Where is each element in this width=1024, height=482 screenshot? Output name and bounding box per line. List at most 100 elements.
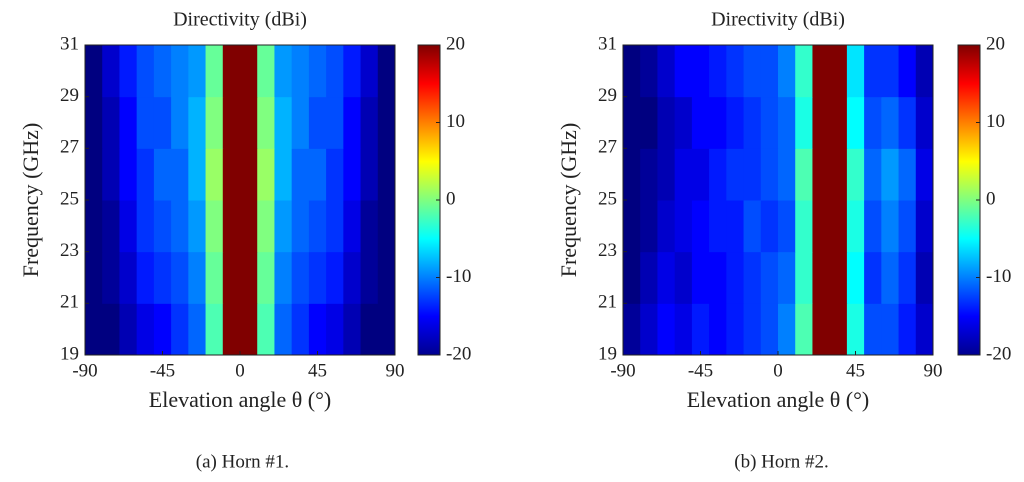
heat-cell bbox=[846, 251, 865, 304]
heat-cell bbox=[657, 251, 676, 304]
heat-cell bbox=[657, 45, 676, 98]
heat-cell bbox=[778, 45, 796, 98]
heat-cell bbox=[308, 303, 327, 356]
x-axis-label: Elevation angle θ (°) bbox=[149, 387, 331, 412]
x-tick-label: 90 bbox=[386, 360, 405, 381]
heat-cell bbox=[291, 148, 310, 201]
colorbar-tick-label: 10 bbox=[986, 111, 1005, 132]
heat-cell bbox=[360, 303, 379, 356]
heat-cell bbox=[308, 96, 327, 149]
heat-cell bbox=[709, 200, 727, 253]
heat-cell bbox=[240, 148, 258, 201]
heat-cell bbox=[726, 251, 745, 304]
colorbar-tick-label: 0 bbox=[986, 188, 996, 209]
heat-cell bbox=[119, 96, 138, 149]
heat-cell bbox=[657, 303, 676, 356]
heat-cell bbox=[343, 303, 362, 356]
heat-cell bbox=[846, 148, 865, 201]
heat-cell bbox=[864, 200, 882, 253]
heat-cell bbox=[726, 45, 745, 98]
heat-cell bbox=[691, 45, 710, 98]
heat-cell bbox=[85, 200, 103, 253]
heat-cell bbox=[222, 96, 241, 149]
heat-cell bbox=[205, 45, 224, 98]
heat-cell bbox=[326, 96, 344, 149]
heat-cell bbox=[795, 200, 813, 253]
colorbar-tick-label: -10 bbox=[446, 266, 471, 287]
x-tick-label: 45 bbox=[846, 360, 865, 381]
heat-cell bbox=[743, 251, 762, 304]
colorbar-tick-label: 20 bbox=[446, 33, 465, 54]
heat-cell bbox=[812, 303, 831, 356]
heat-cell bbox=[326, 200, 344, 253]
y-tick-label: 27 bbox=[598, 137, 617, 158]
heat-cell bbox=[291, 200, 310, 253]
heat-cell bbox=[343, 45, 362, 98]
heat-cell bbox=[881, 45, 900, 98]
heat-cell bbox=[136, 148, 155, 201]
heat-cell bbox=[136, 45, 155, 98]
heat-cell bbox=[726, 96, 745, 149]
y-axis-label: Frequency (GHz) bbox=[556, 123, 581, 278]
heat-cell bbox=[709, 148, 727, 201]
heat-cell bbox=[864, 148, 882, 201]
heat-cell bbox=[188, 45, 207, 98]
heat-cell bbox=[726, 303, 745, 356]
heat-cell bbox=[188, 96, 207, 149]
heat-cell bbox=[222, 148, 241, 201]
heat-cell bbox=[812, 200, 831, 253]
heat-cell bbox=[136, 303, 155, 356]
heat-cell bbox=[915, 303, 934, 356]
heat-cell bbox=[274, 200, 293, 253]
heat-cell bbox=[240, 96, 258, 149]
heat-cell bbox=[674, 148, 693, 201]
heat-cell bbox=[709, 96, 727, 149]
heat-cell bbox=[308, 251, 327, 304]
heat-cell bbox=[343, 200, 362, 253]
heat-cell bbox=[829, 251, 848, 304]
x-tick-label: -90 bbox=[610, 360, 635, 381]
heat-cell bbox=[240, 45, 258, 98]
heat-cell bbox=[726, 200, 745, 253]
heat-cell bbox=[171, 45, 189, 98]
colorbar-tick-label: 0 bbox=[446, 188, 456, 209]
heat-cell bbox=[153, 303, 172, 356]
heat-cell bbox=[881, 200, 900, 253]
heat-cell bbox=[153, 148, 172, 201]
heat-cell bbox=[85, 96, 103, 149]
heat-cell bbox=[308, 45, 327, 98]
heat-cell bbox=[153, 45, 172, 98]
heat-cell bbox=[377, 200, 396, 253]
heat-cell bbox=[377, 148, 396, 201]
heat-cell bbox=[257, 45, 275, 98]
y-tick-label: 21 bbox=[60, 292, 79, 313]
heat-cell bbox=[205, 251, 224, 304]
heat-cell bbox=[812, 45, 831, 98]
colorbar-tick-label: -20 bbox=[446, 343, 471, 364]
heat-cell bbox=[640, 251, 658, 304]
heat-cell bbox=[291, 45, 310, 98]
heat-cell bbox=[691, 303, 710, 356]
heat-cell bbox=[812, 148, 831, 201]
heat-cell bbox=[743, 303, 762, 356]
heat-cell bbox=[829, 148, 848, 201]
heat-cell bbox=[864, 303, 882, 356]
heat-cell bbox=[205, 96, 224, 149]
heat-cell bbox=[326, 303, 344, 356]
y-axis-label: Frequency (GHz) bbox=[18, 123, 43, 278]
heat-cell bbox=[291, 251, 310, 304]
heat-cell bbox=[102, 303, 120, 356]
heat-cell bbox=[829, 45, 848, 98]
heat-cell bbox=[291, 303, 310, 356]
heat-cell bbox=[640, 148, 658, 201]
heat-cell bbox=[274, 96, 293, 149]
heat-cell bbox=[205, 200, 224, 253]
heat-cell bbox=[102, 148, 120, 201]
heat-cell bbox=[205, 303, 224, 356]
heat-cell bbox=[102, 45, 120, 98]
heat-cell bbox=[623, 45, 641, 98]
heat-cell bbox=[136, 200, 155, 253]
heat-cell bbox=[119, 251, 138, 304]
heat-cell bbox=[795, 148, 813, 201]
heat-cell bbox=[743, 96, 762, 149]
